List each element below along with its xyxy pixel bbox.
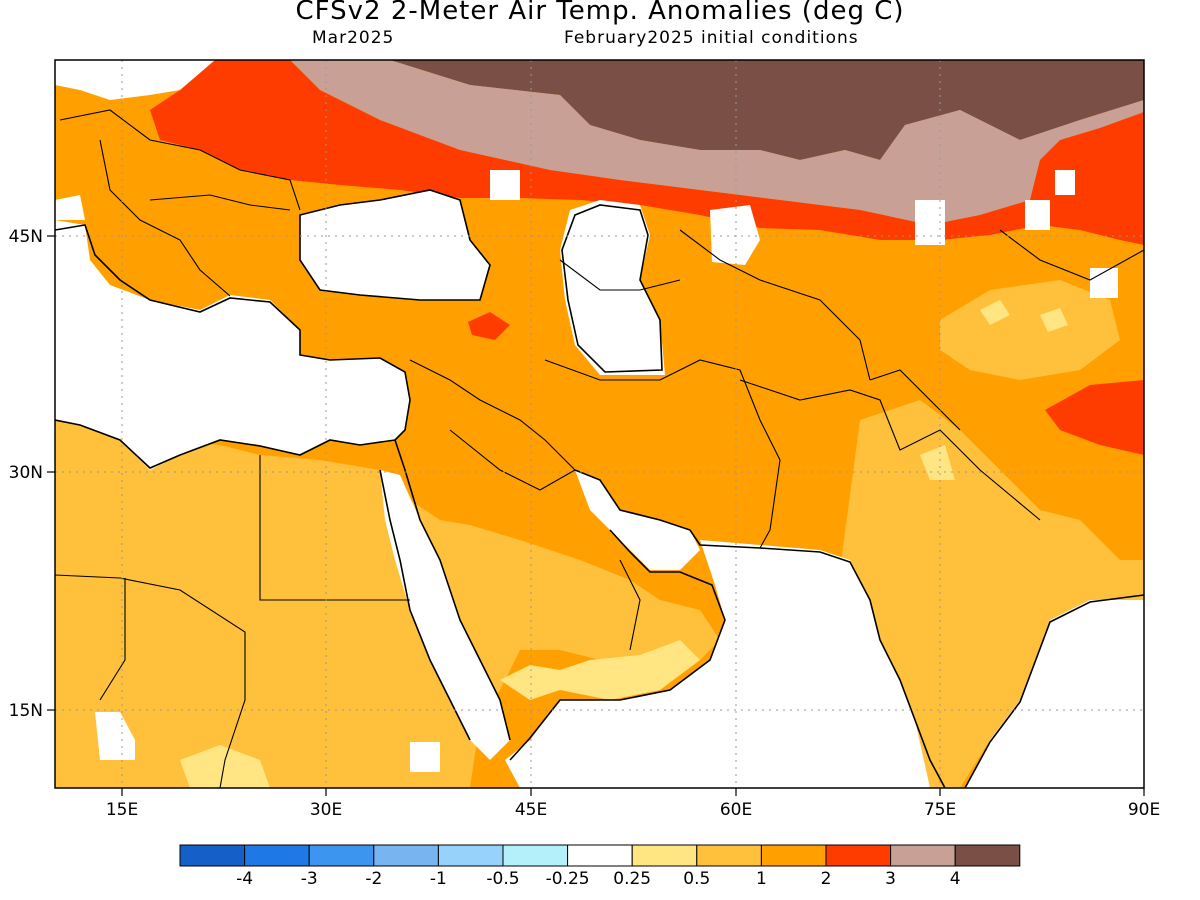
- lat-label-45n: 45N: [9, 227, 43, 247]
- anomaly-4plus: [390, 60, 1144, 160]
- anomaly-2to3-tibet: [1045, 380, 1144, 455]
- caspian-sea-mask: [560, 200, 665, 375]
- mediterranean-mask: [55, 220, 410, 470]
- colorbar-label: -3: [301, 869, 318, 889]
- colorbar-label: 2: [821, 869, 832, 889]
- colorbar-label: 0.25: [613, 869, 651, 889]
- anomaly-0.25to0.5-sudan: [180, 745, 270, 788]
- lon-label-45e: 45E: [515, 800, 547, 820]
- lat-tick-marks: [47, 235, 55, 711]
- anomaly-2to3-north: [150, 60, 1144, 245]
- colorbar-label: -1: [430, 869, 447, 889]
- anomaly-0.5to1-india: [840, 400, 1144, 788]
- anomaly-0.25to0.5-spot3: [920, 445, 955, 480]
- colorbar-swatch: [890, 844, 956, 867]
- bay-of-bengal-mask: [965, 600, 1144, 788]
- red-sea-mask: [380, 470, 510, 760]
- colorbar-label: 4: [950, 869, 961, 889]
- colorbar-swatch: [179, 844, 246, 867]
- map-frame: [54, 59, 1145, 789]
- anomaly-field: [55, 60, 1144, 788]
- arabian-sea-mask: [505, 540, 930, 788]
- colorbar-swatch: [567, 844, 633, 867]
- lon-label-15e: 15E: [106, 800, 138, 820]
- colorbar-label: -2: [365, 869, 382, 889]
- colorbar-label: 3: [885, 869, 896, 889]
- colorbar-label: -0.5: [486, 869, 519, 889]
- colorbar-swatch: [825, 844, 892, 867]
- colorbar-swatch: [696, 844, 762, 867]
- anomaly-0.25to0.5-spot1: [980, 300, 1010, 325]
- colorbar-swatch: [760, 844, 827, 867]
- lake-mask-2: [1025, 200, 1050, 230]
- lon-label-30e: 30E: [310, 800, 342, 820]
- colorbar-swatch: [308, 844, 375, 867]
- colorbar: -4 -3 -2 -1 -0.5 -0.25 0.25 0.5 1 2 3 4: [179, 844, 1021, 889]
- lake-mask-4: [1055, 170, 1075, 195]
- country-borders: [55, 109, 1144, 788]
- coastlines: [55, 189, 1144, 788]
- colorbar-swatch: [631, 844, 698, 867]
- colorbar-swatch: [502, 844, 569, 867]
- anomaly-0.5to1-africa-arabia: [55, 420, 720, 788]
- colorbar-swatch: [373, 844, 439, 867]
- lon-label-75e: 75E: [924, 800, 956, 820]
- lat-label-15n: 15N: [9, 701, 43, 721]
- atlantic-mask: [55, 195, 85, 220]
- colorbar-label: -0.25: [546, 869, 590, 889]
- map-title: CFSv2 2-Meter Air Temp. Anomalies (deg C…: [295, 0, 905, 26]
- lat-label-30n: 30N: [9, 463, 43, 483]
- colorbar-label: -4: [236, 869, 253, 889]
- colorbar-label: 1: [756, 869, 767, 889]
- persian-gulf-mask: [575, 470, 700, 570]
- anomaly-2to3-caucasus: [468, 312, 510, 340]
- anomaly-0.5to1-tibet: [940, 280, 1120, 380]
- lake-mask-africa-1: [95, 712, 135, 760]
- anomaly-3to4: [290, 60, 1144, 225]
- lake-mask-1: [490, 170, 520, 200]
- forecast-month: Mar2025: [312, 28, 395, 48]
- baltic-mask: [55, 60, 215, 100]
- anomaly-0.25to0.5-yemen: [500, 640, 700, 700]
- lon-label-60e: 60E: [720, 800, 752, 820]
- black-sea-mask: [300, 190, 490, 300]
- colorbar-swatch: [437, 844, 504, 867]
- graticule: [55, 60, 1144, 788]
- lon-label-90e: 90E: [1128, 800, 1160, 820]
- lon-tick-marks: [121, 788, 1145, 796]
- lake-mask-balkhash: [915, 200, 945, 245]
- anomaly-0.25to0.5-spot2: [1040, 308, 1068, 332]
- colorbar-swatch: [954, 844, 1021, 867]
- initial-conditions: February2025 initial conditions: [564, 28, 859, 48]
- colorbar-label: 0.5: [683, 869, 710, 889]
- lake-mask-africa-2: [410, 742, 440, 772]
- colorbar-swatch: [244, 844, 310, 867]
- aral-sea-mask: [710, 205, 760, 265]
